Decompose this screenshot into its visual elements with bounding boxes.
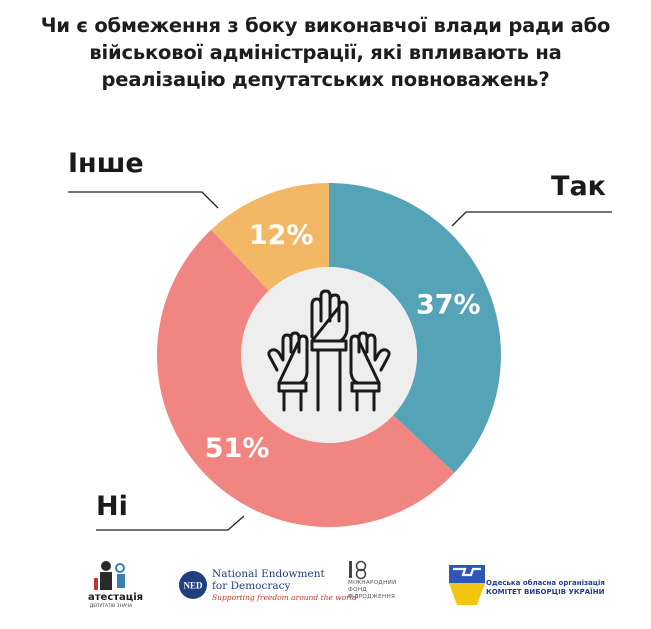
category-label-3: Інше: [68, 148, 144, 179]
ned-line-2: for Democracy: [212, 580, 291, 592]
kvu-logo-icon: [449, 565, 485, 605]
atestatsia-logo-text: атестація: [88, 592, 144, 603]
slices-group: [157, 183, 501, 527]
slice-2: [157, 229, 455, 527]
title-line-1: Чи є обмеження з боку виконавчої влади р…: [40, 14, 611, 37]
callouts-group: [68, 191, 612, 531]
ned-logo-icon: NED: [179, 571, 207, 599]
ned-line-1: National Endowment: [212, 568, 325, 580]
irf-logo-text: МІЖНАРОДНИЙ ФОНД ВІДРОДЖЕННЯ: [348, 580, 397, 601]
title-line-2: військової адміністрації, які впливають …: [89, 41, 562, 64]
category-labels-group: Так Ні Інше: [68, 148, 606, 522]
slice-1: [329, 183, 501, 473]
atestatsia-logo-icon: [94, 561, 125, 590]
irf-logo-icon: [349, 560, 367, 580]
atestatsia-logo-subtext: ДЕПУТАТІВ ЗНАЧА: [89, 604, 133, 609]
raised-hands-icon: [267, 289, 391, 412]
value-label-2: 51%: [205, 433, 270, 464]
irf-line-2: ФОНД: [348, 587, 367, 593]
chart-title: Чи є обмеження з боку виконавчої влади р…: [0, 12, 651, 93]
value-labels-group: 37% 51% 12%: [205, 220, 481, 464]
callout-line-2: [96, 515, 245, 531]
category-label-2: Ні: [96, 491, 128, 522]
kvu-line-2: КОМІТЕТ ВИБОРЦІВ УКРАЇНИ: [486, 588, 605, 596]
value-label-1: 37%: [416, 289, 481, 320]
category-label-1: Так: [551, 171, 606, 202]
ned-tagline: Supporting freedom around the world: [212, 593, 357, 602]
callout-line-3: [68, 191, 219, 209]
slice-3: [211, 183, 329, 291]
value-label-3: 12%: [249, 220, 314, 251]
title-line-3: реалізацію депутатських повноважень?: [101, 68, 550, 91]
ned-logo-text: National Endowment for Democracy Support…: [212, 568, 357, 604]
kvu-line-1: Одеська обласна організація: [486, 579, 605, 587]
ned-abbr: NED: [183, 581, 203, 591]
irf-line-3: ВІДРОДЖЕННЯ: [348, 594, 396, 600]
kvu-logo-text: Одеська обласна організація КОМІТЕТ ВИБО…: [486, 579, 605, 597]
callout-line-1: [451, 211, 612, 227]
irf-line-1: МІЖНАРОДНИЙ: [348, 580, 397, 586]
